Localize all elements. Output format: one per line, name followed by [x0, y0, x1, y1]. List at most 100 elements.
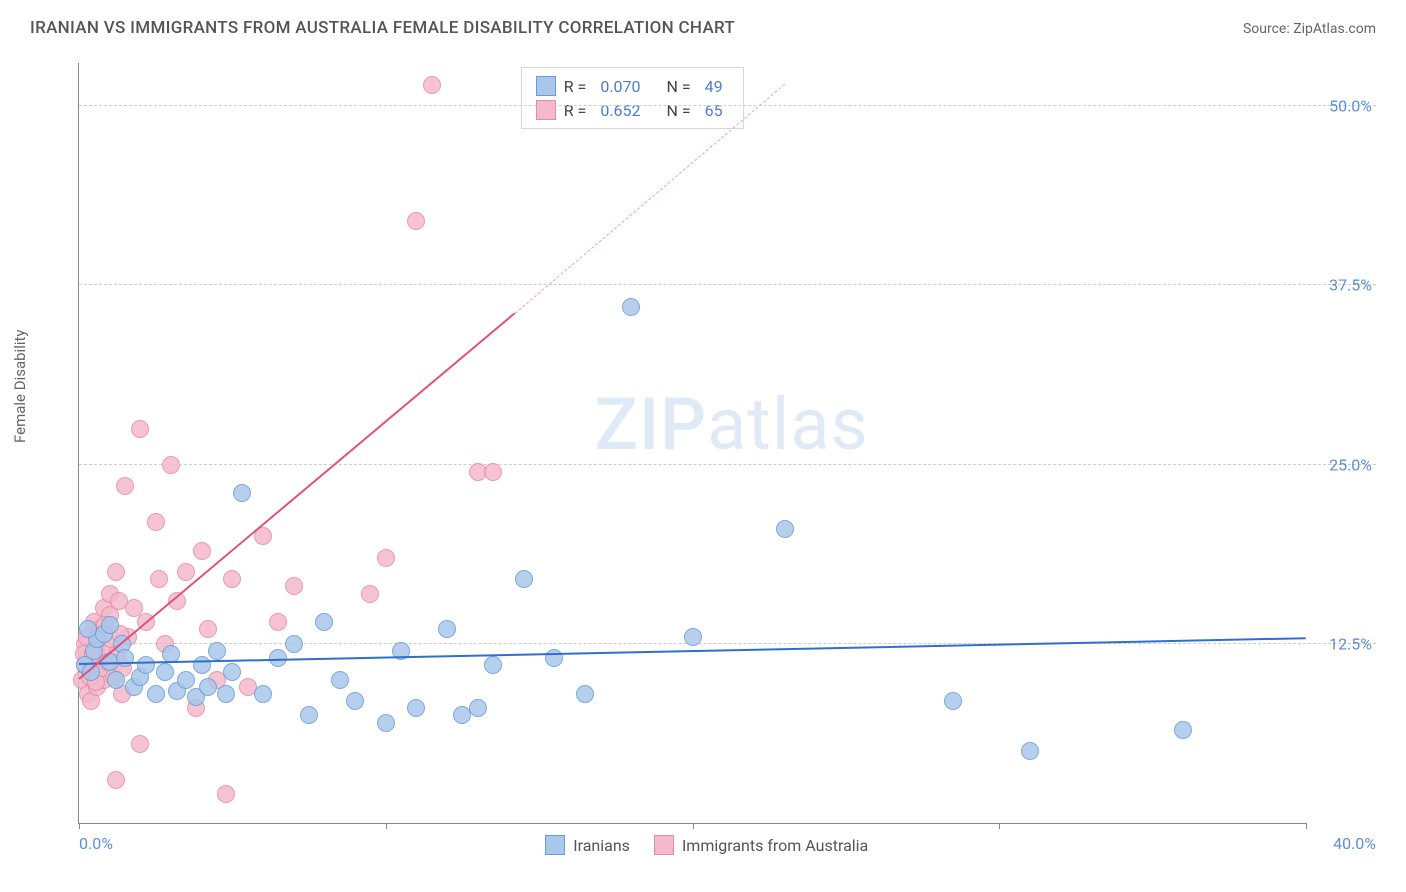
scatter-point-iranians	[177, 671, 195, 689]
scatter-point-australia	[131, 735, 149, 753]
scatter-point-australia	[107, 771, 125, 789]
scatter-point-iranians	[1174, 721, 1192, 739]
x-tick-label: 0.0%	[79, 834, 113, 853]
scatter-point-iranians	[223, 663, 241, 681]
y-axis-label: Female Disability	[11, 329, 29, 443]
x-tick	[386, 823, 387, 829]
scatter-point-australia	[407, 212, 425, 230]
scatter-point-australia	[285, 577, 303, 595]
scatter-point-iranians	[107, 671, 125, 689]
scatter-point-iranians	[576, 685, 594, 703]
swatch-iranians-bottom	[545, 835, 565, 855]
source-link[interactable]: ZipAtlas.com	[1293, 21, 1376, 37]
y-tick-label: 37.5%	[1329, 276, 1376, 295]
scatter-point-iranians	[208, 642, 226, 660]
swatch-australia-bottom	[654, 835, 674, 855]
scatter-point-iranians	[79, 620, 97, 638]
scatter-point-iranians	[407, 699, 425, 717]
scatter-point-iranians	[776, 520, 794, 538]
chart-title: IRANIAN VS IMMIGRANTS FROM AUSTRALIA FEM…	[30, 18, 735, 38]
scatter-point-iranians	[199, 678, 217, 696]
scatter-point-iranians	[469, 699, 487, 717]
watermark-atlas: atlas	[707, 382, 869, 467]
scatter-point-australia	[131, 420, 149, 438]
scatter-point-australia	[269, 613, 287, 631]
scatter-point-iranians	[438, 620, 456, 638]
scatter-point-australia	[423, 76, 441, 94]
scatter-point-iranians	[515, 570, 533, 588]
chart-container: Female Disability ZIPatlas R = 0.070 N =…	[30, 55, 1376, 872]
source-attribution: Source: ZipAtlas.com	[1243, 21, 1376, 37]
swatch-iranians	[536, 76, 556, 96]
scatter-point-iranians	[156, 663, 174, 681]
gridline	[79, 643, 1376, 644]
scatter-point-australia	[377, 549, 395, 567]
scatter-point-iranians	[116, 649, 134, 667]
scatter-point-iranians	[545, 649, 563, 667]
scatter-point-iranians	[254, 685, 272, 703]
scatter-point-australia	[150, 570, 168, 588]
legend-label-iranians: Iranians	[573, 836, 630, 855]
scatter-point-australia	[484, 463, 502, 481]
gridline	[79, 105, 1376, 106]
legend-series: Iranians Immigrants from Australia	[545, 835, 868, 855]
legend-label-australia: Immigrants from Australia	[682, 836, 868, 855]
n-value-australia: 65	[699, 101, 729, 120]
scatter-point-australia	[116, 477, 134, 495]
x-tick-label: 40.0%	[1333, 834, 1376, 853]
plot-area: ZIPatlas R = 0.070 N = 49 R = 0.652 N = …	[78, 63, 1306, 824]
legend-item-australia: Immigrants from Australia	[654, 835, 868, 855]
scatter-point-iranians	[622, 298, 640, 316]
x-tick	[693, 823, 694, 829]
scatter-point-iranians	[101, 616, 119, 634]
legend-stats-row-iranians: R = 0.070 N = 49	[536, 74, 729, 98]
scatter-point-iranians	[346, 692, 364, 710]
scatter-point-iranians	[484, 656, 502, 674]
r-label: R =	[564, 101, 587, 120]
scatter-point-australia	[177, 563, 195, 581]
y-tick-label: 12.5%	[1329, 634, 1376, 653]
scatter-point-iranians	[944, 692, 962, 710]
scatter-point-iranians	[217, 685, 235, 703]
swatch-australia	[536, 100, 556, 120]
scatter-point-iranians	[285, 635, 303, 653]
r-value-iranians: 0.070	[594, 77, 646, 96]
x-tick	[1306, 823, 1307, 829]
legend-stats-row-australia: R = 0.652 N = 65	[536, 98, 729, 122]
scatter-point-iranians	[147, 685, 165, 703]
x-tick	[999, 823, 1000, 829]
scatter-point-iranians	[331, 671, 349, 689]
scatter-point-iranians	[1021, 742, 1039, 760]
r-label: R =	[564, 77, 587, 96]
scatter-point-australia	[193, 542, 211, 560]
n-label: N =	[666, 77, 690, 96]
scatter-point-iranians	[315, 613, 333, 631]
y-tick-label: 25.0%	[1329, 455, 1376, 474]
scatter-point-australia	[162, 456, 180, 474]
n-value-iranians: 49	[699, 77, 729, 96]
scatter-point-iranians	[300, 706, 318, 724]
source-label: Source:	[1243, 21, 1290, 37]
scatter-point-iranians	[193, 656, 211, 674]
legend-item-iranians: Iranians	[545, 835, 630, 855]
scatter-point-australia	[107, 563, 125, 581]
scatter-point-iranians	[233, 484, 251, 502]
y-tick-label: 50.0%	[1329, 97, 1376, 116]
watermark-zip: ZIP	[594, 382, 707, 467]
n-label: N =	[666, 101, 690, 120]
gridline	[79, 284, 1376, 285]
scatter-point-australia	[147, 513, 165, 531]
gridline	[79, 464, 1376, 465]
x-tick	[79, 823, 80, 829]
scatter-point-iranians	[377, 714, 395, 732]
scatter-point-australia	[217, 785, 235, 803]
scatter-point-iranians	[137, 656, 155, 674]
scatter-point-australia	[361, 585, 379, 603]
title-bar: IRANIAN VS IMMIGRANTS FROM AUSTRALIA FEM…	[0, 0, 1406, 46]
scatter-point-iranians	[684, 628, 702, 646]
r-value-australia: 0.652	[594, 101, 646, 120]
watermark: ZIPatlas	[594, 382, 868, 467]
scatter-point-australia	[223, 570, 241, 588]
scatter-point-australia	[199, 620, 217, 638]
legend-stats: R = 0.070 N = 49 R = 0.652 N = 65	[521, 67, 744, 129]
